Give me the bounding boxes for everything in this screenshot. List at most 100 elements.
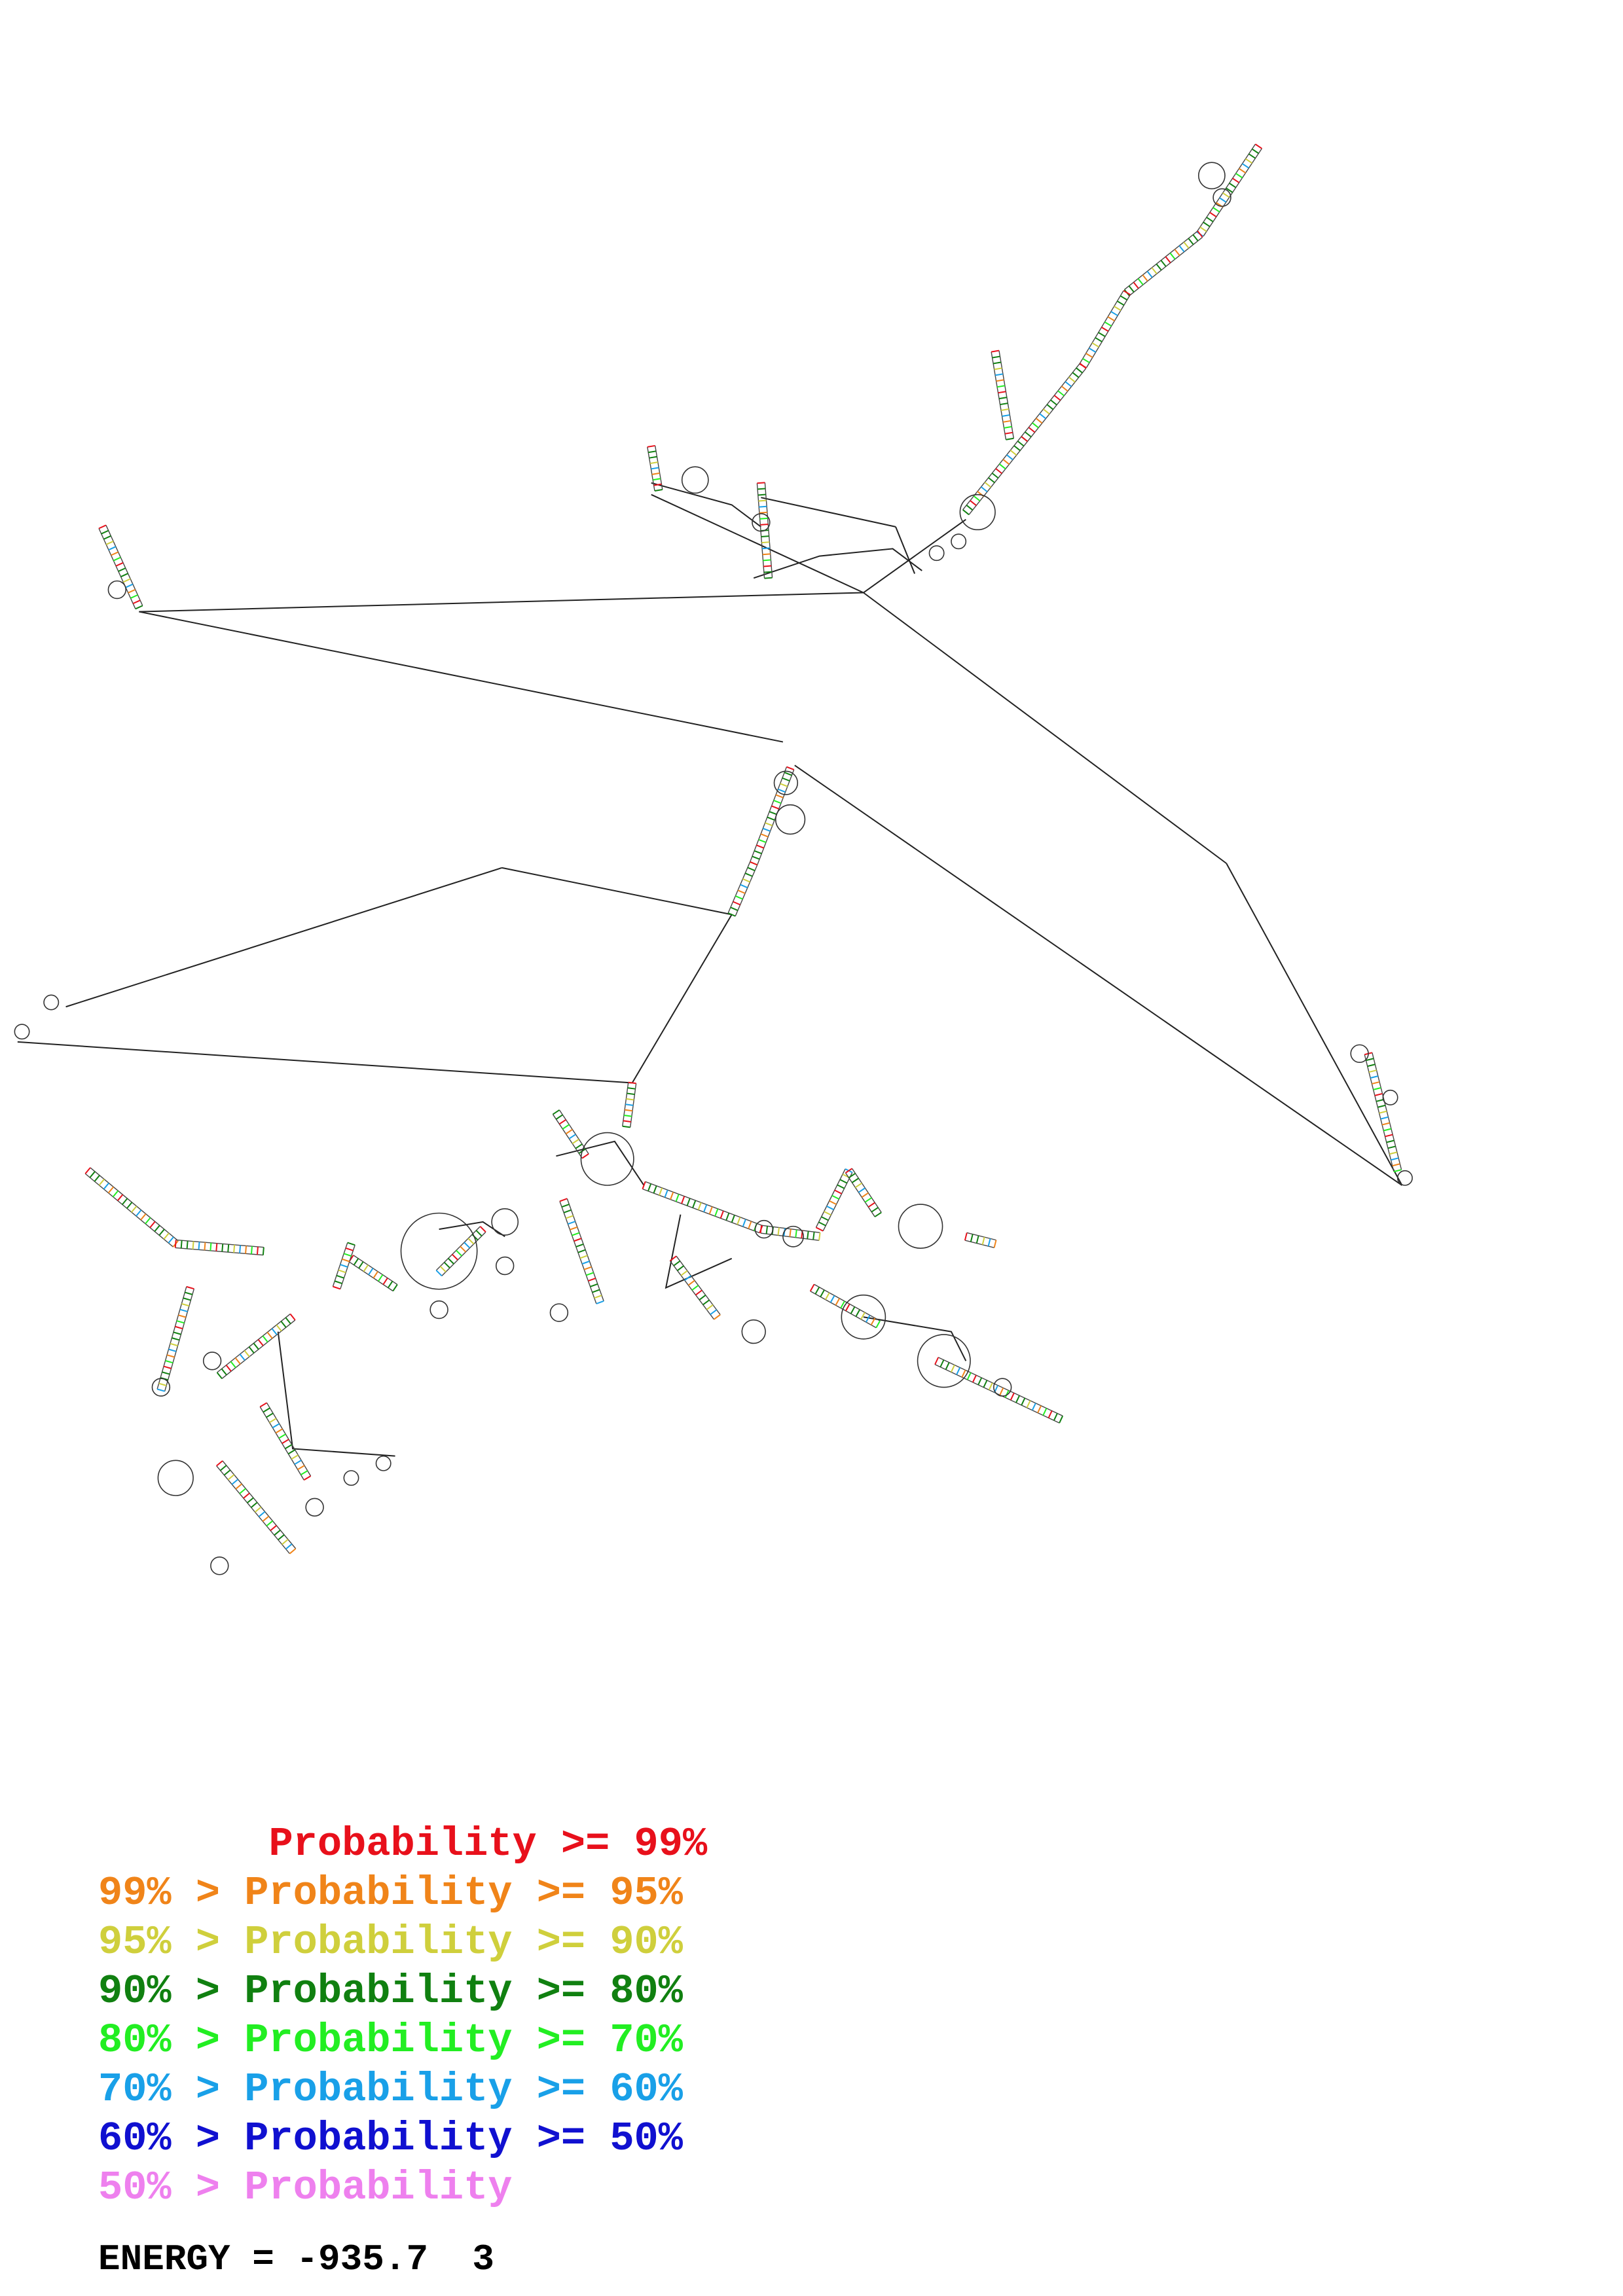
- base-pair: [1232, 177, 1240, 183]
- base-pair: [342, 1258, 350, 1263]
- base-pair: [756, 844, 765, 849]
- base-pair: [230, 1361, 236, 1369]
- base-pair: [126, 1202, 133, 1209]
- base-pair: [966, 1372, 972, 1380]
- base-pair: [1002, 420, 1012, 423]
- base-pair: [795, 1229, 797, 1238]
- base-pair: [760, 833, 769, 838]
- base-pair: [1372, 1081, 1380, 1085]
- base-pair: [993, 361, 1002, 365]
- base-pair: [594, 1295, 602, 1299]
- base-pair: [1053, 395, 1061, 401]
- base-pair: [1082, 358, 1090, 363]
- base-pair: [1374, 1092, 1383, 1096]
- base-pair: [1178, 245, 1185, 253]
- base-pair: [758, 838, 767, 844]
- base-pair: [834, 1189, 843, 1194]
- base-pair: [1098, 332, 1106, 337]
- base-pair: [1110, 311, 1118, 317]
- backbone-line: [1226, 863, 1403, 1186]
- stem-strand: [966, 1232, 996, 1241]
- hairpin-loop: [993, 1378, 1012, 1397]
- base-pair: [1142, 274, 1148, 282]
- base-pair: [731, 1215, 735, 1223]
- base-pair: [761, 541, 770, 544]
- base-pair: [654, 489, 663, 492]
- base-pair: [777, 788, 786, 793]
- base-pair: [176, 1320, 185, 1324]
- base-pair: [1165, 256, 1171, 264]
- base-pair: [266, 1412, 274, 1418]
- base-pair: [289, 1548, 297, 1554]
- base-pair: [435, 1270, 443, 1277]
- stem-strand: [991, 351, 1007, 440]
- base-pair: [336, 1274, 344, 1279]
- base-pair: [262, 1247, 264, 1255]
- base-pair: [855, 1309, 861, 1317]
- base-pair: [118, 567, 126, 572]
- base-pair: [107, 1186, 115, 1194]
- base-pair: [216, 1372, 223, 1379]
- base-pair: [596, 1300, 604, 1304]
- base-pair: [740, 884, 748, 889]
- legend-text: Probability >= 50%: [244, 2115, 683, 2162]
- legend-row: Probability >= 99%: [98, 1820, 707, 1869]
- base-pair: [135, 605, 143, 610]
- base-pair: [782, 777, 790, 781]
- stem-strand: [962, 436, 1022, 511]
- stem-strand: [1203, 148, 1262, 237]
- base-pair: [993, 1240, 997, 1248]
- base-pair: [703, 1204, 708, 1213]
- base-pair: [256, 1246, 259, 1255]
- legend-prefix: 90% >: [98, 1968, 245, 2015]
- hairpin-loop: [210, 1556, 229, 1575]
- hairpin-loop: [549, 1303, 569, 1322]
- base-pair: [443, 1262, 450, 1268]
- base-pair: [363, 1265, 369, 1272]
- base-pair: [840, 1300, 845, 1309]
- base-pair: [760, 523, 769, 526]
- base-pair: [204, 1242, 206, 1251]
- stem-strand: [98, 528, 136, 609]
- base-pair: [272, 1423, 280, 1429]
- base-pair: [784, 772, 792, 776]
- base-pair: [956, 1367, 961, 1375]
- base-pair: [158, 1229, 165, 1236]
- hairpin-loop: [951, 533, 967, 550]
- base-pair: [456, 1249, 463, 1257]
- backbone-line: [631, 914, 733, 1084]
- base-pair: [1095, 337, 1103, 342]
- base-pair: [585, 1272, 594, 1276]
- base-pair: [562, 1124, 570, 1130]
- base-pair: [300, 1470, 308, 1476]
- base-pair: [765, 822, 773, 827]
- base-pair: [122, 578, 131, 583]
- base-pair: [140, 1213, 147, 1221]
- base-pair: [239, 1354, 246, 1361]
- base-pair: [820, 1289, 825, 1297]
- stem-strand: [175, 1247, 263, 1256]
- hairpin-loop: [1396, 1170, 1413, 1186]
- legend-text: Probability >= 99%: [268, 1821, 708, 1867]
- stem-strand: [642, 1188, 760, 1234]
- base-pair: [239, 1488, 246, 1494]
- hairpin-loop: [429, 1300, 448, 1319]
- backbone-line: [651, 493, 864, 594]
- legend-row: 99% > Probability >= 95%: [98, 1869, 707, 1918]
- backbone-line: [501, 867, 732, 916]
- stem-strand: [105, 525, 143, 606]
- base-pair: [720, 1210, 724, 1219]
- base-pair: [1368, 1069, 1377, 1073]
- base-pair: [168, 1348, 177, 1352]
- base-pair: [285, 1543, 293, 1550]
- base-pair: [759, 511, 767, 514]
- base-pair: [861, 1192, 869, 1198]
- stem-strand: [851, 1168, 882, 1213]
- base-pair: [262, 1515, 270, 1522]
- base-pair: [154, 1225, 160, 1232]
- base-pair: [98, 1179, 105, 1186]
- base-pair: [821, 1216, 829, 1221]
- base-pair: [1050, 399, 1057, 406]
- backbone-line: [139, 592, 864, 613]
- hairpin-loop: [752, 512, 771, 532]
